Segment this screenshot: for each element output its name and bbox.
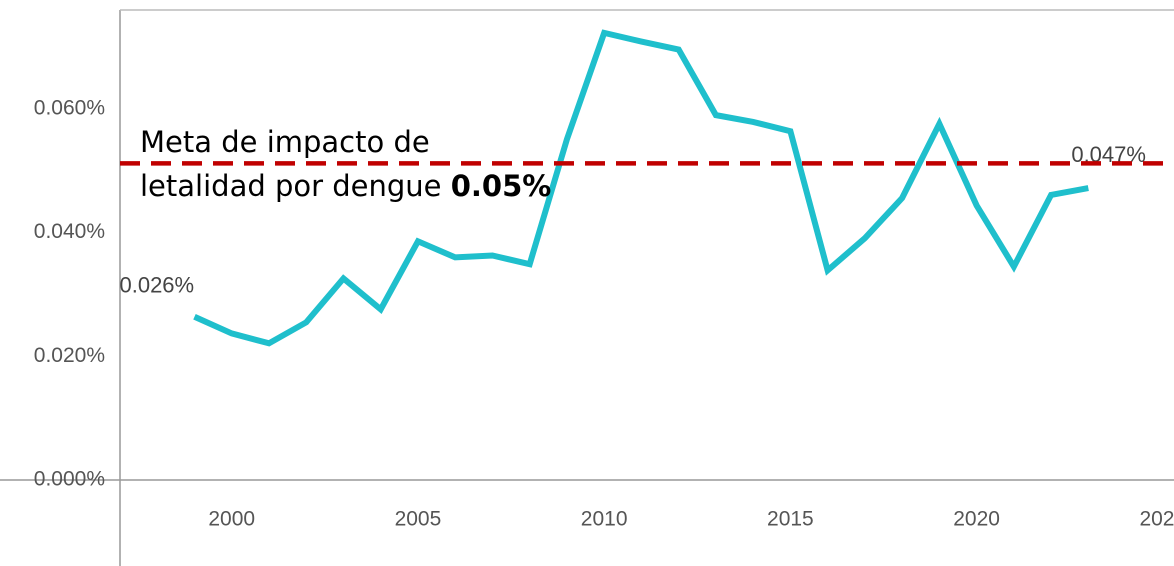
y-tick-label: 0.060% (34, 96, 105, 119)
target-label: Meta de impacto de (140, 125, 430, 159)
value-label: 0.026% (119, 273, 194, 298)
y-tick-label: 0.020% (34, 344, 105, 367)
x-tick-label: 2005 (395, 508, 442, 531)
y-tick-label: 0.040% (34, 220, 105, 243)
x-tick-label: 2010 (581, 508, 628, 531)
x-tick-label: 2025 (1139, 508, 1174, 531)
x-tick-label: 2020 (953, 508, 1000, 531)
y-tick-label: 0.000% (34, 468, 105, 491)
target-label-text: letalidad por dengue (140, 169, 442, 203)
target-label: letalidad por dengue 0.05% (140, 169, 551, 203)
data-line (193, 29, 1089, 347)
x-tick-label: 2015 (767, 508, 814, 531)
target-value-label: 0.05% (451, 169, 552, 203)
x-tick-label: 2000 (208, 508, 255, 531)
